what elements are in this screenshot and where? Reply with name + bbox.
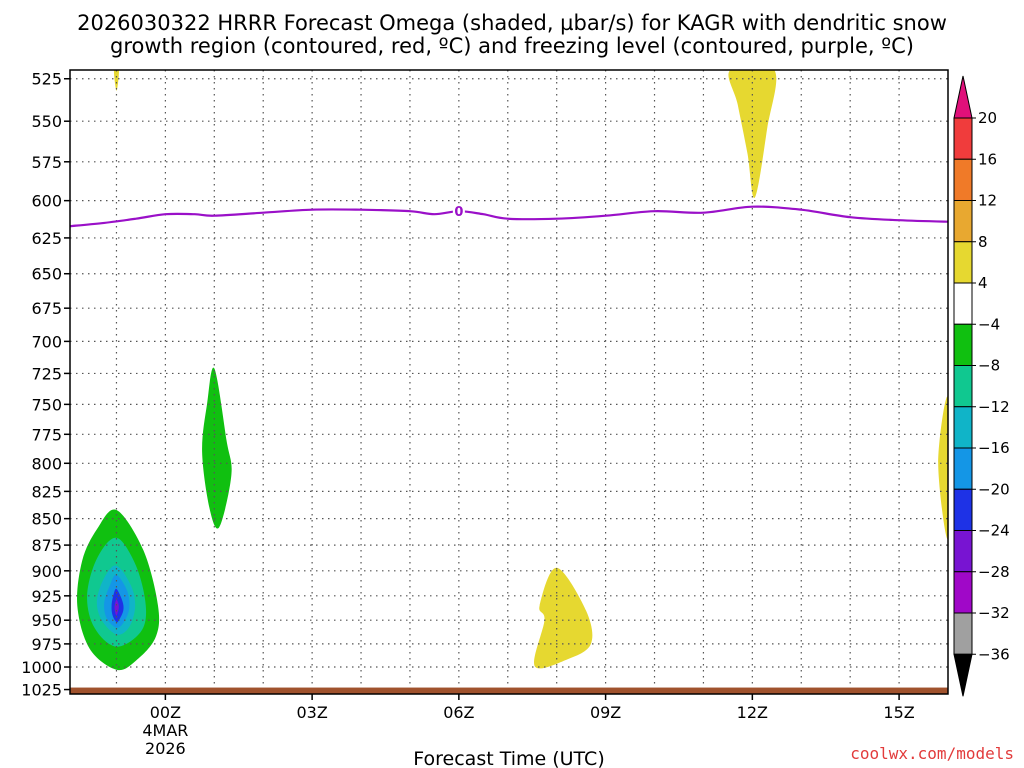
omega-region-weak-sinking-1600z-edge <box>938 396 948 539</box>
y-tick-label-650: 650 <box>31 265 62 284</box>
colorbar-label--24: −24 <box>978 522 1010 540</box>
colorbar-label--36: −36 <box>978 645 1010 663</box>
colorbar-legend: 20 16 12 8 4 −4 −8 −12 −16 −20 −24 −28 −32 −36 <box>953 75 1010 697</box>
colorbar-label-16: 16 <box>978 150 997 168</box>
colorbar-bin-12-to-16 <box>953 158 973 201</box>
plot-clipped-group: 0 <box>70 70 948 694</box>
y-tick-label-550: 550 <box>31 112 62 131</box>
colorbar-top-triangle <box>953 75 973 119</box>
y-tick-label-850: 850 <box>31 510 62 529</box>
colorbar-bin--16-to--12 <box>953 406 973 449</box>
credit-text[interactable]: coolwx.com/models <box>850 744 1014 763</box>
x-tick-label-06Z: 06Z <box>443 703 474 722</box>
y-tick-label-700: 700 <box>31 332 62 351</box>
y-tick-label-675: 675 <box>31 299 62 318</box>
x-tick-label-09Z: 09Z <box>590 703 621 722</box>
y-tick-label-725: 725 <box>31 364 62 383</box>
colorbar-bin-8-to-12 <box>953 200 973 243</box>
y-tick-label-925: 925 <box>31 587 62 606</box>
colorbar-bin-4-to-8 <box>953 241 973 284</box>
plot-frame <box>69 69 949 695</box>
colorbar-label--16: −16 <box>978 439 1010 457</box>
plot-area: 0 <box>69 69 949 695</box>
colorbar-bin--36-to--32 <box>953 612 973 655</box>
colorbar-bin--24-to--20 <box>953 488 973 531</box>
omega-region-weak-sinking-0800z <box>534 567 593 669</box>
y-tick-label-750: 750 <box>31 395 62 414</box>
x-tick-label-03Z: 03Z <box>296 703 327 722</box>
colorbar-bin--28-to--24 <box>953 530 973 573</box>
y-tick-label-975: 975 <box>31 635 62 654</box>
y-tick-label-600: 600 <box>31 192 62 211</box>
y-tick-label-875: 875 <box>31 536 62 555</box>
colorbar-bin--4-to-4 <box>953 282 973 325</box>
y-tick-label-900: 900 <box>31 562 62 581</box>
x-tick-label-15Z: 15Z <box>883 703 914 722</box>
colorbar-label-12: 12 <box>978 192 997 210</box>
y-tick-label-800: 800 <box>31 454 62 473</box>
y-tick-label-1025: 1025 <box>21 681 62 700</box>
y-axis: 525 550 575 600 625 650 675 700 725 750 775 800 825 8… <box>21 70 70 700</box>
x-axis-label: Forecast Time (UTC) <box>413 748 604 768</box>
freezing-level-label-gap <box>452 203 465 220</box>
y-tick-label-1000: 1000 <box>21 658 62 677</box>
omega-region-weak-sinking-1200z <box>728 70 777 198</box>
omega-region-weak-ascent-0100z <box>202 367 232 529</box>
colorbar-label--12: −12 <box>978 398 1010 416</box>
colorbar-label-20: 20 <box>978 109 997 127</box>
y-tick-label-525: 525 <box>31 70 62 89</box>
chart-title-line-1: 2026030322 HRRR Forecast Omega (shaded, … <box>77 11 947 35</box>
colorbar-label--8: −8 <box>978 357 1000 375</box>
colorbar-label--20: −20 <box>978 480 1010 498</box>
colorbar-bin--8-to--4 <box>953 323 973 366</box>
x-tick-label-12Z: 12Z <box>737 703 768 722</box>
y-tick-label-775: 775 <box>31 425 62 444</box>
colorbar-label-8: 8 <box>978 233 988 251</box>
colorbar-label-4: 4 <box>978 274 988 292</box>
x-tick-label-00Z: 00Z <box>150 703 181 722</box>
colorbar-bin-16-to-20 <box>953 117 973 160</box>
colorbar-label--4: −4 <box>978 315 1000 333</box>
y-tick-label-825: 825 <box>31 482 62 501</box>
chart-title-line-2: growth region (contoured, red, ºC) and f… <box>110 34 914 58</box>
colorbar-label--28: −28 <box>978 563 1010 581</box>
omega-region-weak-sinking-2100z-blip <box>113 70 119 91</box>
freezing-level-label: 0 <box>454 205 463 220</box>
ground-strip <box>70 687 948 694</box>
y-tick-label-625: 625 <box>31 229 62 248</box>
omega-region-strong-ascent-2300z-bin-28 <box>114 599 119 616</box>
colorbar-label--32: −32 <box>978 604 1010 622</box>
colorbar-bin--20-to--16 <box>953 447 973 490</box>
x-tick-sublabel-date: 4MAR <box>142 721 188 740</box>
colorbar-bin--32-to--28 <box>953 571 973 614</box>
colorbar-bin--12-to--8 <box>953 365 973 408</box>
y-tick-label-950: 950 <box>31 611 62 630</box>
freezing-level-line <box>70 205 948 228</box>
y-tick-label-575: 575 <box>31 153 62 172</box>
x-tick-sublabel-year: 2026 <box>145 739 186 758</box>
colorbar-bottom-triangle <box>953 653 973 697</box>
